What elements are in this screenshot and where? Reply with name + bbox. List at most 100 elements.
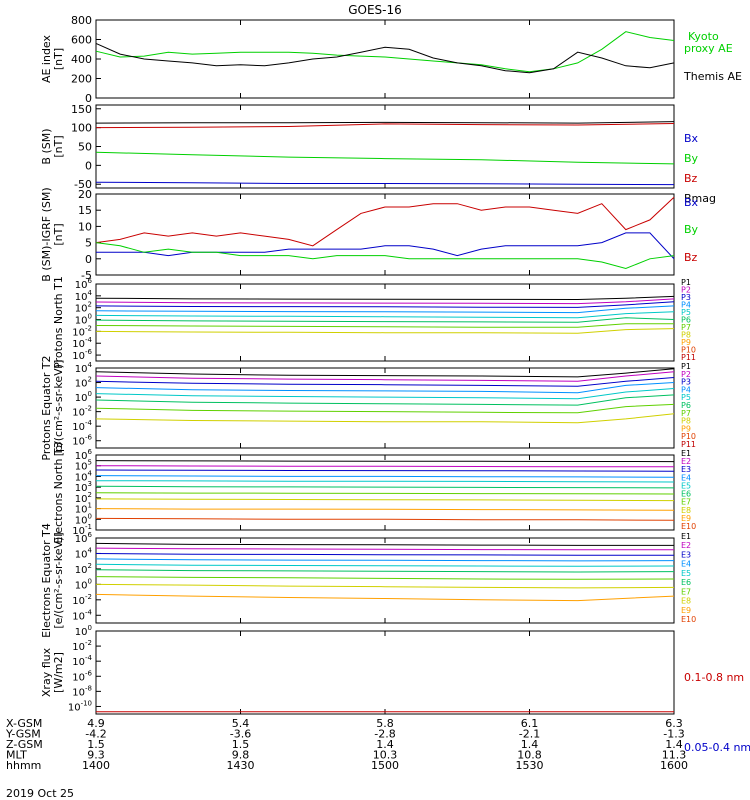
panel-frame <box>95 19 675 99</box>
panel-frame <box>95 537 675 624</box>
plot-title: GOES-16 <box>348 3 402 17</box>
series-line-e7 <box>95 576 675 580</box>
footer-value: 6.3 <box>665 717 683 730</box>
legend-entry: P6 <box>681 401 691 410</box>
footer-value: 9.8 <box>232 749 250 762</box>
footer-value: 9.3 <box>87 749 105 762</box>
y-axis-label: [nT] <box>52 223 65 245</box>
y-axis-label: [W/m2] <box>52 652 65 693</box>
series-line-p2 <box>95 371 675 382</box>
series-line-p7 <box>95 323 674 328</box>
series-line-p5 <box>95 311 675 319</box>
y-axis-label: Protons North T1 <box>52 276 65 369</box>
footer-value: 4.9 <box>87 717 105 730</box>
panel-frame <box>95 630 675 715</box>
footer-value: 10.8 <box>517 749 542 762</box>
series-line-p4 <box>95 305 675 314</box>
series-line-e4 <box>95 558 675 562</box>
y-tick-label: 102 <box>75 562 92 576</box>
legend-entry: Themis AE <box>683 70 742 83</box>
y-tick-label: 0 <box>85 159 92 172</box>
footer-value: 6.1 <box>521 717 539 730</box>
legend-entry: Bz <box>684 172 698 185</box>
footer-row-label: hhmm <box>6 759 41 772</box>
y-tick-label: 100 <box>75 390 92 404</box>
y-axis-label: Protons Equator T2 <box>40 355 53 460</box>
legend-entry: By <box>684 223 699 236</box>
series-line-e10 <box>95 517 675 521</box>
series-line-e3 <box>95 469 675 472</box>
y-tick-label: -50 <box>74 178 92 191</box>
series-line-by <box>95 242 675 270</box>
series-line-bz <box>95 196 675 247</box>
series-line-p4 <box>95 382 675 394</box>
y-tick-label: 10-6 <box>72 669 92 683</box>
y-tick-label: 10-8 <box>72 684 92 698</box>
legend-entry: E8 <box>681 597 691 606</box>
series-line-e8 <box>95 498 675 502</box>
series-line-e7 <box>95 492 675 495</box>
legend-entry: P9 <box>681 424 691 433</box>
legend-entry: P5 <box>681 393 691 402</box>
legend-entry: P10 <box>681 432 696 441</box>
series-line-bmag <box>95 121 675 124</box>
y-axis-label: Electrons Equator T4 <box>40 523 53 638</box>
y-tick-label: 100 <box>75 624 92 638</box>
series-line-e8 <box>95 583 675 589</box>
footer-value: 1400 <box>82 759 110 772</box>
footer-row-label: X-GSM <box>6 717 42 730</box>
footer-value: -2.1 <box>519 728 540 741</box>
series-line-p3 <box>95 377 675 387</box>
legend-entry: P10 <box>681 346 696 355</box>
panel-frame <box>95 104 675 189</box>
legend-entry: 0.05-0.4 nm <box>684 741 750 754</box>
y-axis-label: [nT] <box>52 135 65 157</box>
y-tick-label: 10 <box>78 220 92 233</box>
series-line-e3 <box>95 553 674 556</box>
legend-entry: P6 <box>681 316 691 325</box>
y-tick-label: 104 <box>75 361 93 375</box>
footer-value: 5.8 <box>376 717 394 730</box>
y-tick-label: 800 <box>71 14 92 27</box>
legend-entry: E10 <box>681 522 696 531</box>
legend-entry: P1 <box>681 362 691 371</box>
y-tick-label: 5 <box>85 237 92 250</box>
y-axis-label: Xray flux <box>40 647 53 697</box>
series-line-bx <box>96 232 675 260</box>
y-tick-label: 102 <box>75 376 92 390</box>
legend-entry: P2 <box>681 370 691 379</box>
legend-entry: E5 <box>681 481 691 490</box>
series-line-e2 <box>95 465 674 468</box>
footer-value: -3.6 <box>230 728 251 741</box>
legend-entry: Bx <box>684 132 699 145</box>
series-line-e9 <box>95 593 675 602</box>
legend-entry: E1 <box>681 449 691 458</box>
legend-entry: E4 <box>681 473 691 482</box>
y-tick-label: 104 <box>75 546 93 560</box>
footer-row-label: MLT <box>6 749 27 762</box>
footer-value: 1.4 <box>521 738 539 751</box>
y-tick-label: 10-4 <box>72 419 92 433</box>
legend-entry: Bx <box>684 196 699 209</box>
footer-value: 11.3 <box>662 749 687 762</box>
y-axis-label: Electrons North T3 <box>52 441 65 543</box>
y-tick-label: 10-2 <box>72 593 92 607</box>
panel-2: 150 100 50 0 -50 B (SM) [nT] Bx By Bz Bmag <box>40 103 716 205</box>
y-tick-label: 200 <box>71 73 92 86</box>
y-tick-label: 100 <box>71 122 92 135</box>
legend-entry: E1 <box>681 532 691 541</box>
legend-entry: Kyoto proxy AE <box>684 30 733 55</box>
y-tick-label: 106 <box>75 531 93 545</box>
series-line-p6 <box>95 317 675 323</box>
y-tick-label: 10-4 <box>72 608 92 622</box>
footer-ephemeris: X-GSM 4.9 5.4 5.8 6.1 6.3 Y-GSM -4.2 -3.6 -2.8 -2.… <box>5 717 688 772</box>
y-tick-label: 20 <box>78 188 92 201</box>
legend-entry: E4 <box>681 560 691 569</box>
legend-entry: P9 <box>681 338 691 347</box>
series-line-e1 <box>95 542 674 546</box>
legend-entry: P2 <box>681 286 691 295</box>
y-tick-label: 0 <box>85 253 92 266</box>
legend-entry: Bmag <box>684 192 716 205</box>
